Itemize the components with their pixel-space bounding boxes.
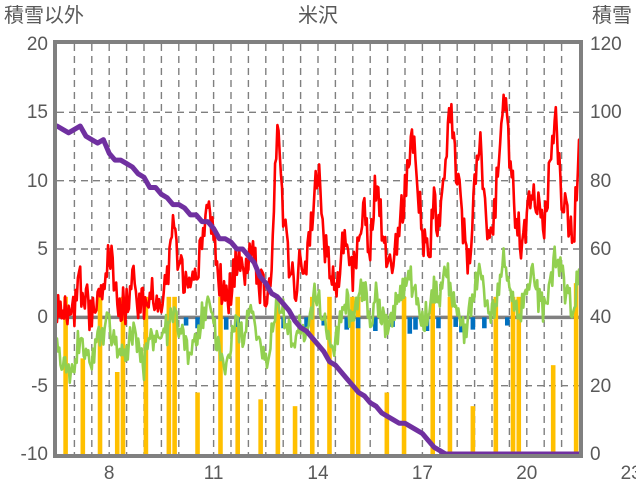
gridlines <box>57 44 579 454</box>
x-tick: 8 <box>103 463 115 484</box>
bar <box>172 296 177 454</box>
x-tick: 20 <box>516 463 538 484</box>
y-tick-right: 60 <box>590 239 612 260</box>
bar <box>401 296 407 454</box>
bar <box>327 296 332 454</box>
bar <box>453 317 458 327</box>
y-tick-right: 0 <box>590 444 601 465</box>
y-tick-left: 5 <box>37 239 48 260</box>
bar <box>516 296 522 454</box>
x-tick: 23 <box>620 463 636 484</box>
bar <box>573 283 579 454</box>
y-tick-right: 40 <box>590 307 612 329</box>
bar <box>120 296 126 454</box>
bar <box>447 296 453 454</box>
bar <box>482 317 487 329</box>
series-最高気温 <box>57 93 579 332</box>
bar <box>355 296 361 454</box>
bar <box>510 296 516 454</box>
bar <box>407 317 413 334</box>
chart-canvas <box>57 44 579 454</box>
bar <box>166 296 172 454</box>
bar <box>223 317 229 330</box>
bar <box>309 296 315 454</box>
x-tick: 17 <box>411 463 433 484</box>
y-tick-left: 10 <box>26 170 48 192</box>
bar <box>373 317 378 331</box>
right-axis-title: 積雪 <box>592 5 632 27</box>
line-path <box>57 93 579 332</box>
bar <box>63 296 68 454</box>
y-tick-right: 120 <box>590 34 622 55</box>
left-axis-title: 積雪以外 <box>4 5 84 27</box>
x-tick: 14 <box>307 463 329 484</box>
bar <box>114 372 120 454</box>
bar <box>384 392 390 454</box>
bar <box>413 317 418 330</box>
bar <box>350 296 355 454</box>
bar <box>195 317 200 329</box>
bar <box>436 317 441 329</box>
plot-area <box>57 44 579 454</box>
series-最低気温 <box>57 245 579 385</box>
bar <box>493 296 499 454</box>
bar <box>275 296 281 454</box>
bar <box>143 296 149 454</box>
x-tick: 11 <box>203 463 224 484</box>
bar <box>292 406 298 454</box>
y-tick-right: 20 <box>590 375 612 397</box>
series-積雪深 <box>57 123 579 454</box>
y-tick-right: 80 <box>590 170 612 192</box>
y-tick-left: 20 <box>26 34 48 55</box>
bar <box>430 296 436 454</box>
bar <box>97 296 103 454</box>
bar <box>235 296 240 454</box>
bar <box>355 317 361 329</box>
bar <box>258 399 263 454</box>
y-tick-left: -5 <box>31 375 48 397</box>
bar <box>183 317 189 326</box>
bar <box>218 296 223 454</box>
page-title: 米沢 <box>298 5 338 27</box>
y-tick-left: 0 <box>37 307 48 329</box>
bar <box>505 317 510 326</box>
bar <box>304 317 309 331</box>
bar <box>344 317 349 330</box>
bar <box>470 406 476 454</box>
bar <box>321 317 327 326</box>
bar <box>195 392 200 454</box>
bar <box>550 365 556 454</box>
y-tick-right: 100 <box>590 102 622 124</box>
bar <box>470 317 476 330</box>
line-path <box>57 245 579 385</box>
y-tick-left: -10 <box>20 444 48 465</box>
bar <box>80 358 86 454</box>
series-降水量 <box>63 283 579 454</box>
line-path <box>57 123 579 454</box>
y-tick-left: 15 <box>26 102 48 124</box>
